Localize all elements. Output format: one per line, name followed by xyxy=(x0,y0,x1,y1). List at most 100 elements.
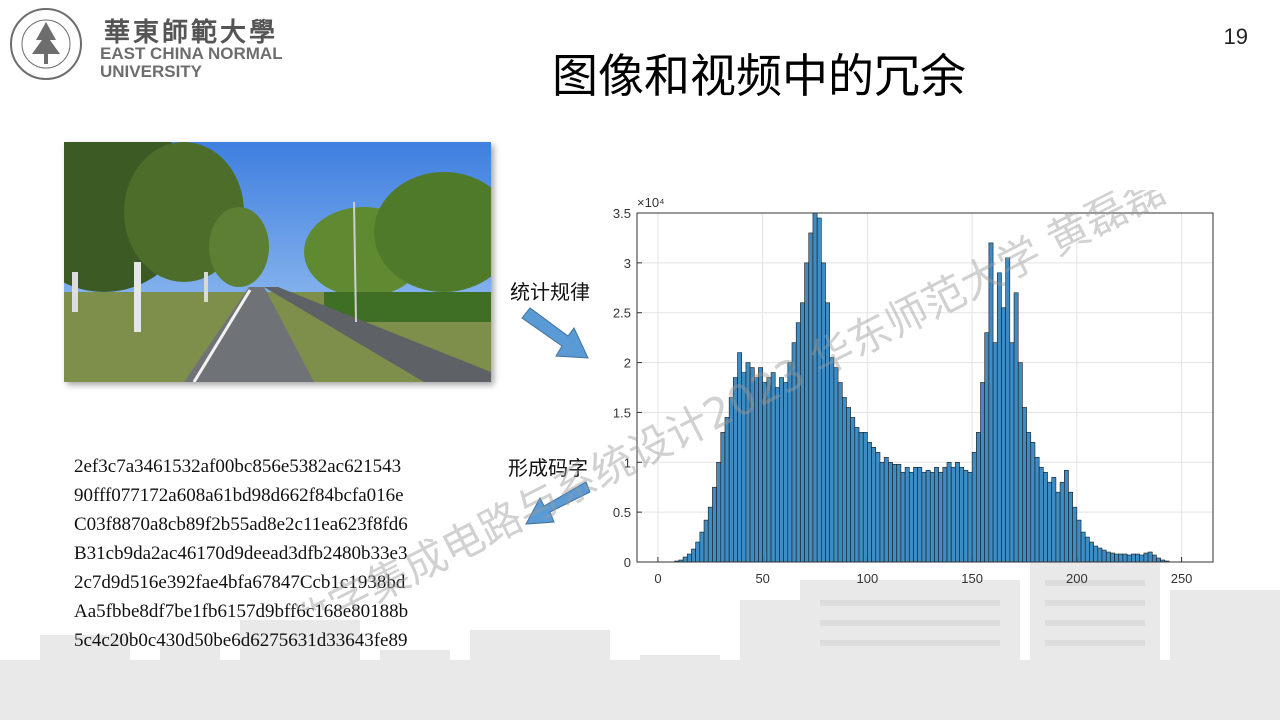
histogram-bar xyxy=(1143,552,1149,563)
histogram-bar xyxy=(1001,307,1006,563)
campus-buildings-background xyxy=(0,560,1280,720)
university-seal-icon xyxy=(10,8,82,80)
histogram-bar xyxy=(758,367,763,563)
road-trees-photo xyxy=(64,142,491,382)
histogram-bar xyxy=(1009,342,1015,563)
histogram-bar xyxy=(938,471,944,563)
histogram-bar xyxy=(1126,554,1132,563)
histogram-bar xyxy=(900,471,906,563)
statistics-label: 统计规律 xyxy=(510,280,590,304)
histogram-bar xyxy=(804,262,810,563)
histogram-bar xyxy=(1038,466,1044,563)
histogram-bar xyxy=(963,469,969,563)
x-tick-label: 0 xyxy=(654,571,661,586)
histogram-bar xyxy=(896,463,902,563)
histogram-bar xyxy=(1068,491,1073,563)
y-scale-label: ×10⁴ xyxy=(637,195,665,210)
histogram-bar xyxy=(770,372,776,563)
histogram-bar xyxy=(1022,407,1027,563)
histogram-bar xyxy=(812,212,818,563)
histogram-bar xyxy=(1063,469,1069,563)
y-tick-label: 3.5 xyxy=(613,206,631,221)
histogram-bar xyxy=(1055,491,1061,563)
histogram-bar xyxy=(1122,553,1128,563)
histogram-bar xyxy=(1059,481,1065,563)
histogram-bar xyxy=(691,548,696,563)
histogram-bar xyxy=(791,342,797,563)
histogram-bar xyxy=(908,471,914,563)
y-tick-label: 2 xyxy=(624,356,631,371)
histogram-bar xyxy=(1114,553,1120,563)
histogram-bar xyxy=(934,466,939,563)
histogram-bar xyxy=(686,553,692,563)
histogram-bar xyxy=(888,461,893,563)
histogram-bar xyxy=(1105,551,1111,563)
histogram-bar xyxy=(955,461,960,563)
y-tick-label: 2.5 xyxy=(613,306,631,321)
histogram-bar xyxy=(959,466,965,563)
histogram-bar xyxy=(1043,471,1048,563)
histogram-bar xyxy=(942,466,948,563)
histogram-bar xyxy=(929,471,935,563)
y-tick-label: 3 xyxy=(624,256,631,271)
histogram-bar xyxy=(862,432,868,563)
histogram-bar xyxy=(1097,547,1103,563)
histogram-bar xyxy=(1080,531,1086,563)
histogram-bar xyxy=(833,367,839,563)
encode-label: 形成码字 xyxy=(508,456,588,480)
histogram-bar xyxy=(854,427,860,563)
codeword-list: 2ef3c7a3461532af00bc856e5382ac621543 90f… xyxy=(74,452,408,655)
histogram-bar xyxy=(892,463,898,563)
histogram-bar xyxy=(737,352,743,563)
histogram-bar xyxy=(1051,476,1057,563)
histogram-bar xyxy=(1089,541,1094,563)
histogram-bar xyxy=(728,397,734,563)
histogram-bar xyxy=(1139,554,1145,563)
histogram-bar xyxy=(795,322,801,563)
histogram-bar xyxy=(984,332,990,563)
histogram-bar xyxy=(917,466,923,563)
arrow-down-right-icon xyxy=(521,307,589,359)
histogram-bar xyxy=(867,442,872,563)
histogram-bar xyxy=(871,447,877,563)
histogram-bar xyxy=(883,456,889,563)
histogram-bar xyxy=(1093,545,1099,563)
histogram-bar xyxy=(829,357,835,563)
histogram-bar xyxy=(1156,557,1161,563)
histogram-bar xyxy=(825,302,830,563)
histogram-bar xyxy=(1030,442,1036,563)
y-tick-label: 1 xyxy=(624,455,631,470)
histogram-bar xyxy=(921,471,927,563)
histogram-bar xyxy=(766,377,772,563)
histogram-bar xyxy=(879,461,885,563)
x-tick-label: 50 xyxy=(755,571,769,586)
histogram-bar xyxy=(703,519,709,563)
histogram-bar xyxy=(904,466,910,563)
page-number: 19 xyxy=(1223,24,1248,49)
histogram-bar xyxy=(1026,432,1032,563)
histogram-bar xyxy=(925,469,931,563)
histogram-bar xyxy=(1013,292,1019,563)
histogram-bar xyxy=(1047,481,1053,563)
histogram-bar xyxy=(1034,456,1040,563)
histogram-bar xyxy=(707,506,713,563)
codeword-line: 5c4c20b0c430d50be6d6275631d33643fe89 xyxy=(74,630,408,651)
histogram-bar xyxy=(1076,519,1082,563)
histogram-bar xyxy=(1110,552,1115,563)
histogram-bar xyxy=(787,362,793,563)
x-tick-label: 250 xyxy=(1171,571,1193,586)
plot-frame xyxy=(636,212,1214,563)
arrow-down-left-icon xyxy=(525,481,591,525)
histogram-bar xyxy=(1118,553,1124,563)
histogram-bar xyxy=(745,362,751,563)
histogram-bar xyxy=(1147,551,1153,563)
codeword-line: 90fff077172a608a61bd98d662f84bcfa016e xyxy=(74,485,404,506)
histogram-bar xyxy=(950,466,956,563)
histogram-bar xyxy=(996,272,1002,563)
histogram-bar xyxy=(712,486,717,563)
x-tick-label: 200 xyxy=(1066,571,1088,586)
codeword-line: 2c7d9d516e392fae4bfa67847Ccb1c1938bd xyxy=(74,572,406,593)
histogram-bar xyxy=(695,541,701,563)
histogram-bar xyxy=(720,432,726,563)
university-name-english-line2: UNIVERSITY xyxy=(100,62,203,81)
